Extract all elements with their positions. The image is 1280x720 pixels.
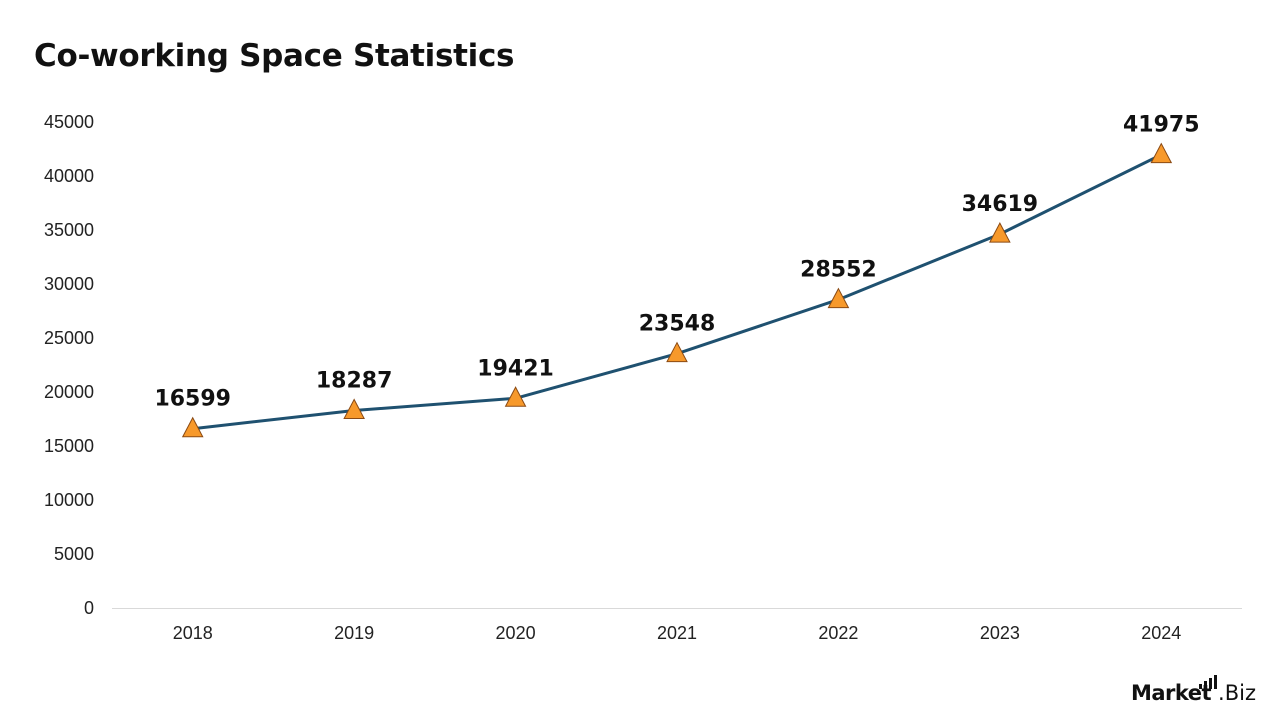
data-point-marker [504,386,527,407]
brand-bars-icon [1199,675,1218,689]
x-tick-label: 2021 [657,623,697,643]
y-tick-label: 30000 [44,274,94,294]
data-point-marker [1150,142,1173,164]
x-tick-label: 2020 [496,623,536,643]
y-tick-label: 15000 [44,436,94,456]
data-point-marker [666,341,688,363]
data-label: 18287 [316,369,393,394]
x-tick-label: 2024 [1141,623,1181,643]
y-tick-label: 0 [84,598,94,618]
brand-suffix: .Biz [1218,681,1256,705]
data-point-marker [827,287,850,309]
data-label: 41975 [1123,113,1200,138]
data-label: 23548 [639,312,716,337]
brand-logo: Market .Biz [1131,675,1256,704]
x-tick-label: 2023 [980,623,1020,643]
data-label: 28552 [800,258,877,283]
chart-title: Co-working Space Statistics [34,38,515,74]
data-label: 34619 [962,192,1039,217]
x-tick-label: 2018 [173,623,213,643]
x-tick-label: 2019 [334,623,374,643]
data-point-marker [989,222,1011,243]
y-tick-label: 40000 [44,166,94,186]
y-tick-label: 20000 [44,382,94,402]
y-axis: 0 5000 10000 15000 20000 25000 30000 35000 40000… [44,112,94,618]
data-point-marker [343,398,365,420]
data-point-marker [181,416,204,438]
data-label: 16599 [154,387,231,412]
data-label: 19421 [477,356,554,381]
y-tick-label: 10000 [44,490,94,510]
y-tick-label: 5000 [54,544,94,564]
y-tick-label: 25000 [44,328,94,348]
brand-name: Market [1130,681,1212,705]
x-axis: 2018 2019 2020 2021 2022 2023 2024 [173,623,1182,643]
data-markers [181,142,1173,438]
data-labels: 16599 18287 19421 23548 28552 34619 41975 [154,113,1199,412]
y-tick-label: 35000 [44,220,94,240]
x-tick-label: 2022 [818,623,858,643]
y-tick-label: 45000 [44,112,94,132]
